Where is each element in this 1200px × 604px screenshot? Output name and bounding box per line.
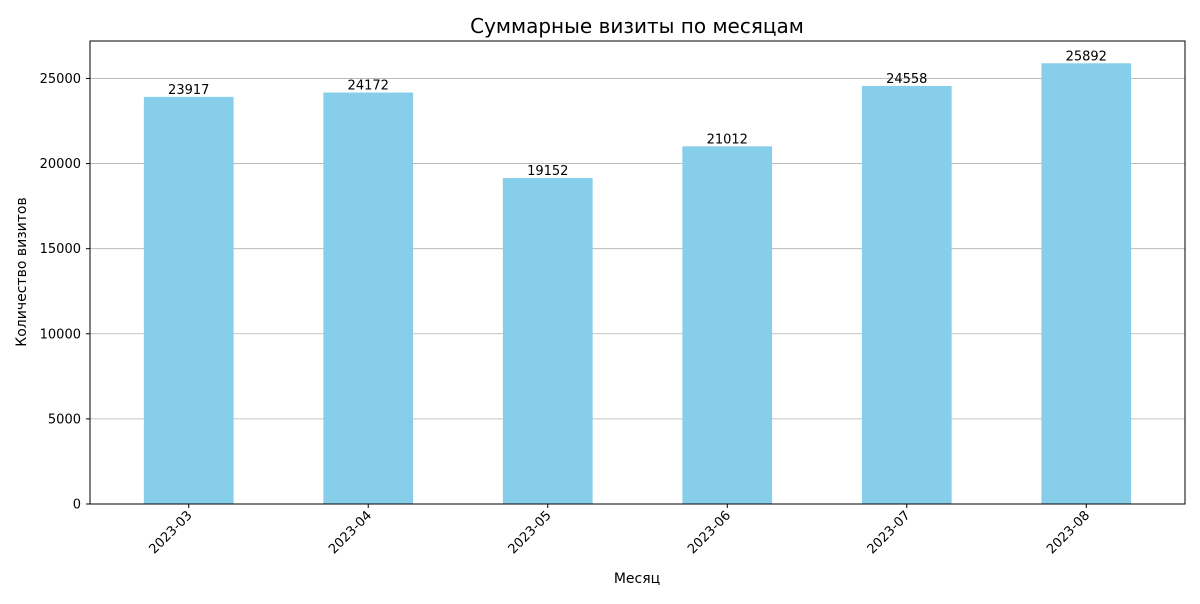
bar-2023-07 — [861, 85, 952, 504]
bars — [143, 63, 1132, 505]
x-tick-label-2023-04: 2023-04 — [326, 508, 375, 557]
bar-2023-06 — [682, 146, 773, 504]
bar-2023-08 — [1041, 63, 1132, 504]
x-axis-label: Месяц — [614, 571, 660, 587]
data-label-2023-06: 21012 — [707, 132, 748, 147]
y-tick-label-2: 10000 — [40, 327, 81, 342]
plot-frame — [89, 40, 1186, 505]
y-tick-label-5: 25000 — [40, 72, 81, 87]
bar-2023-05 — [502, 177, 593, 504]
gridlines — [90, 78, 1185, 505]
y-tick-label-3: 15000 — [40, 242, 81, 257]
data-label-2023-08: 25892 — [1066, 49, 1107, 64]
bar-2023-03 — [143, 96, 234, 504]
x-tick-label-2023-07: 2023-07 — [865, 508, 914, 557]
y-tick-label-1: 5000 — [48, 412, 81, 427]
data-label-2023-05: 19152 — [527, 164, 568, 179]
y-tick-label-0: 0 — [73, 498, 81, 513]
x-tick-label-2023-05: 2023-05 — [506, 508, 555, 557]
x-tick-label-2023-03: 2023-03 — [147, 508, 196, 557]
data-label-2023-07: 24558 — [886, 72, 927, 87]
bar-2023-04 — [323, 92, 414, 505]
data-label-2023-04: 24172 — [348, 79, 389, 94]
x-tick-label-2023-08: 2023-08 — [1044, 508, 1093, 557]
x-tick-label-2023-06: 2023-06 — [685, 508, 734, 557]
data-label-2023-03: 23917 — [168, 83, 209, 98]
y-tick-label-4: 20000 — [40, 157, 81, 172]
data-labels: 23917 24172 19152 21012 24558 25892 — [168, 49, 1107, 179]
y-axis-label: Количество визитов — [14, 197, 30, 346]
chart-title: Суммарные визиты по месяцам — [470, 14, 804, 38]
